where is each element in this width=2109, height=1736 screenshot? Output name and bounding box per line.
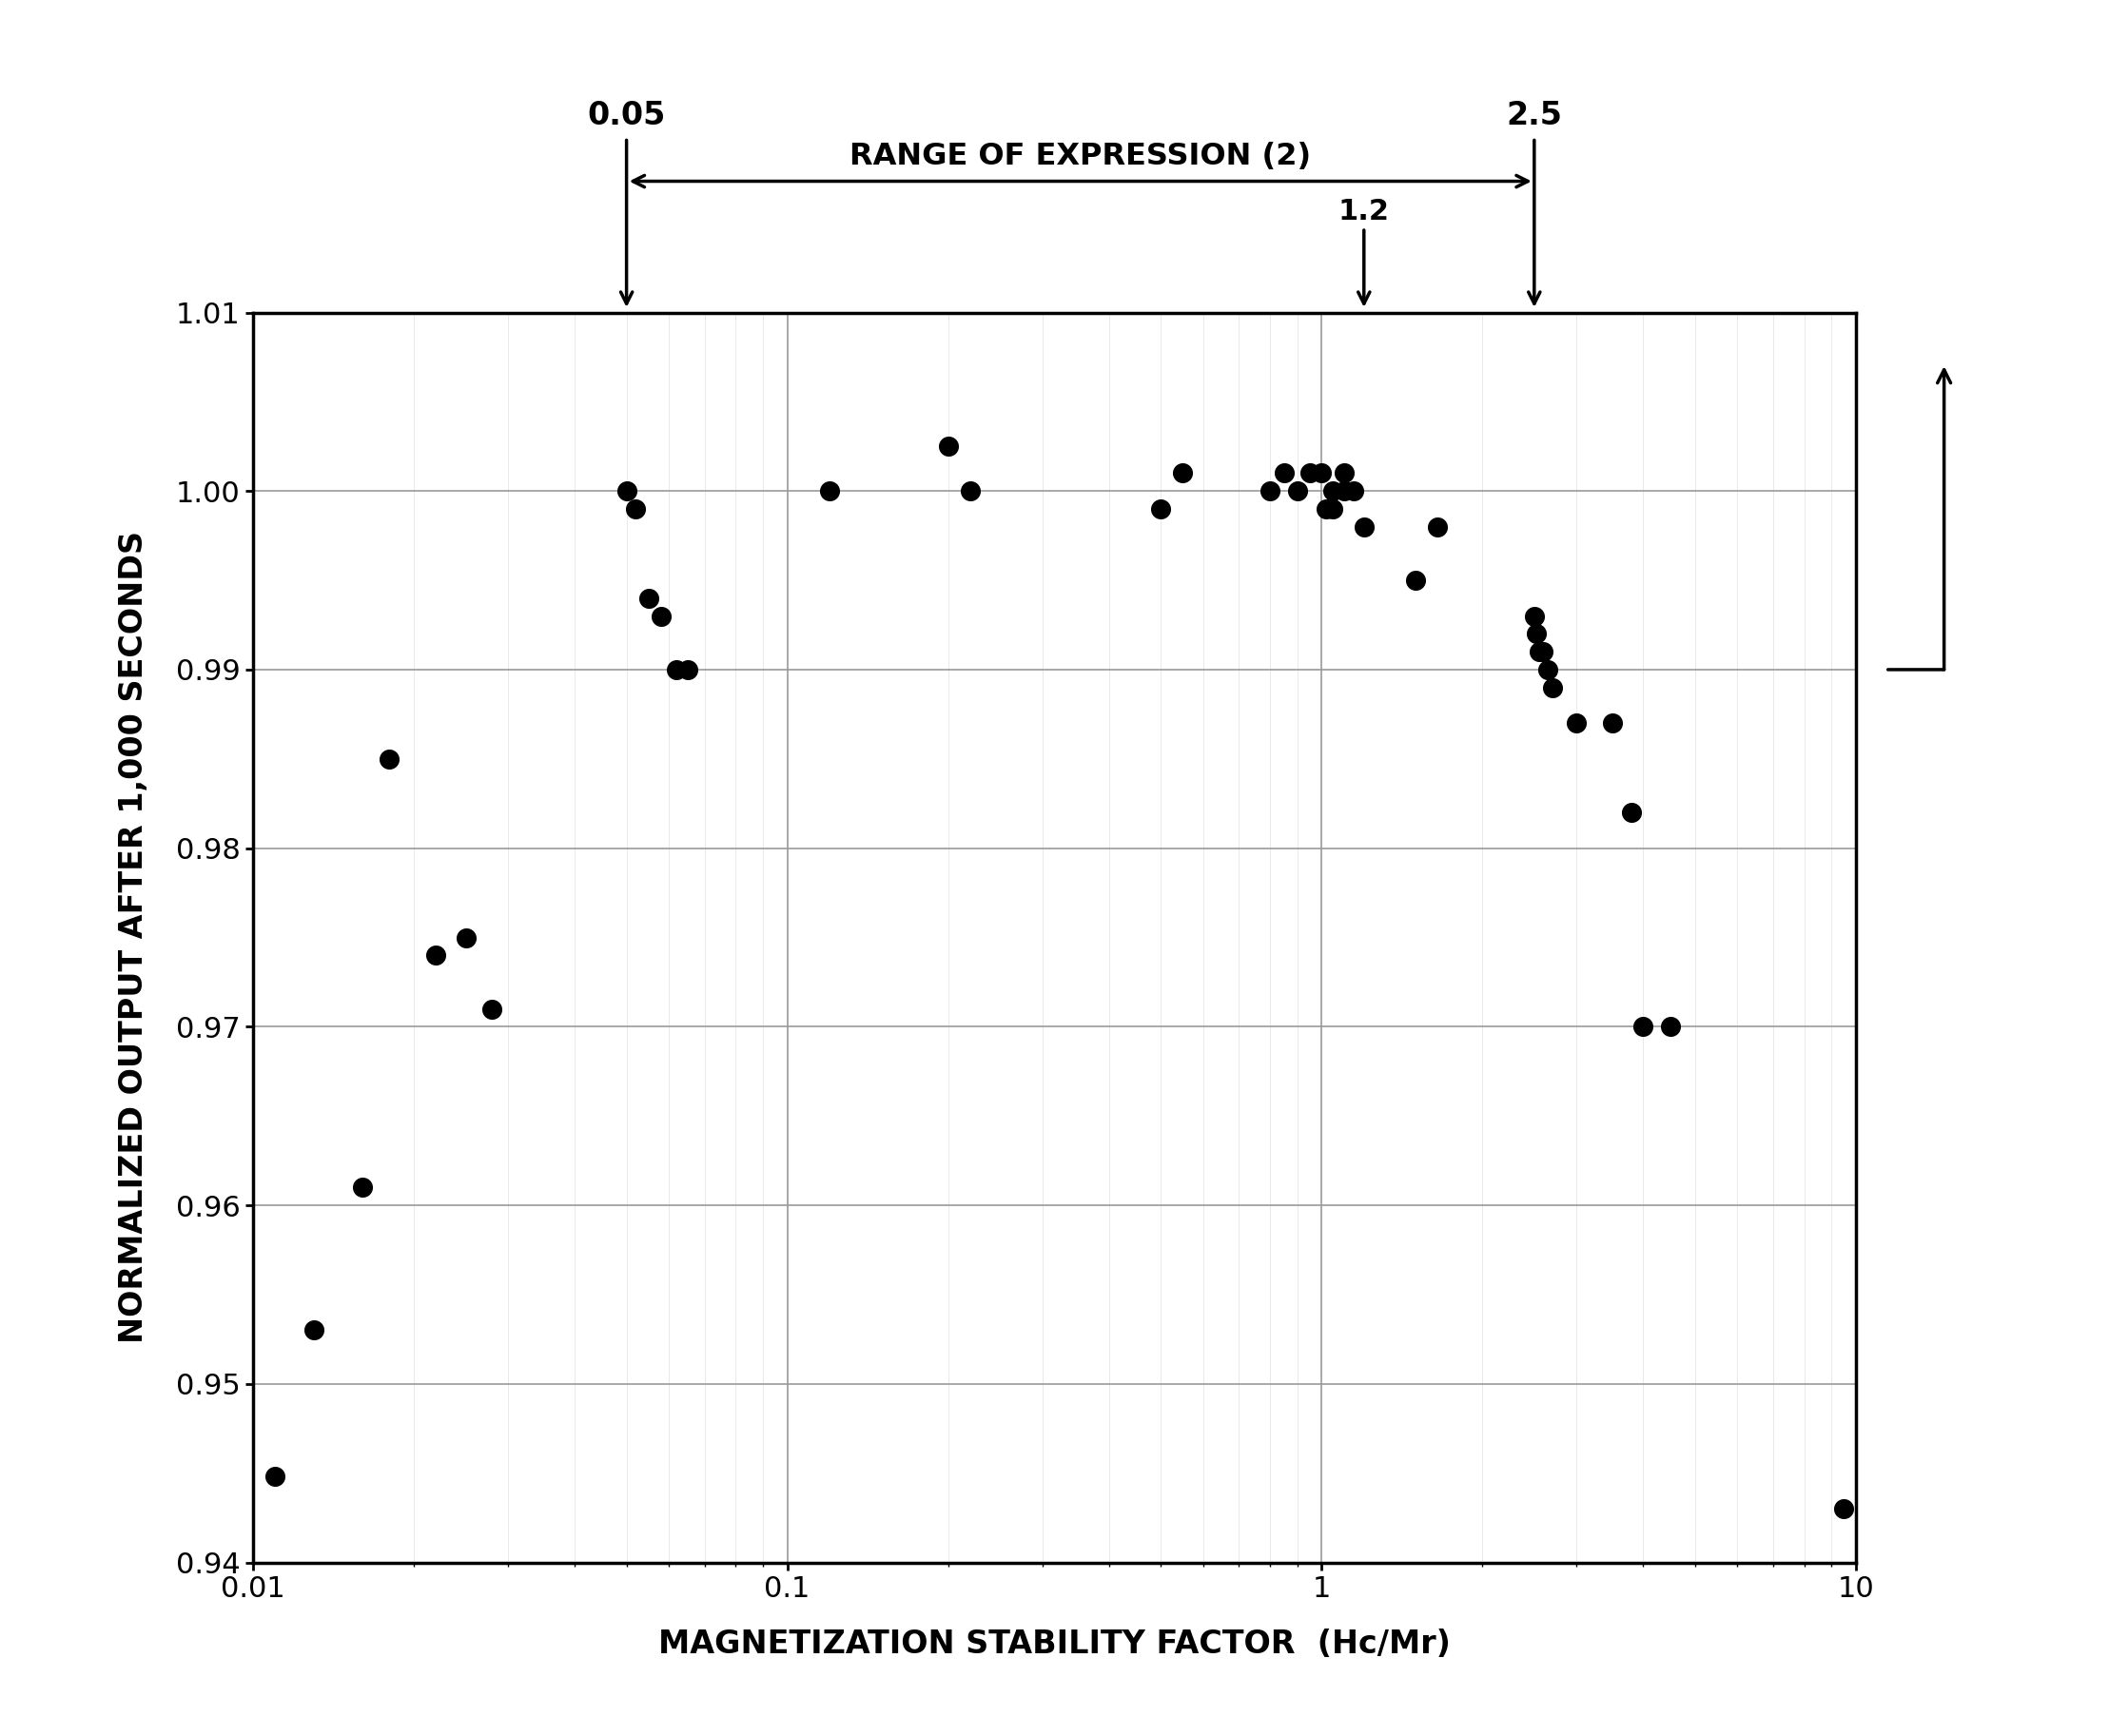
Point <box>1535 674 1569 701</box>
Point <box>1531 656 1565 684</box>
Point <box>420 941 453 969</box>
Point <box>932 432 966 460</box>
Point <box>1316 495 1350 523</box>
Point <box>618 495 652 523</box>
Point <box>1337 477 1371 505</box>
Point <box>643 602 677 630</box>
Point <box>1527 637 1561 665</box>
Point <box>449 924 483 951</box>
Point <box>660 656 694 684</box>
Point <box>610 477 643 505</box>
Point <box>1421 512 1455 540</box>
Point <box>1594 710 1628 738</box>
Point <box>1268 460 1301 488</box>
Point <box>1293 460 1327 488</box>
Point <box>1305 460 1339 488</box>
Point <box>1523 637 1556 665</box>
Point <box>1280 477 1314 505</box>
Point <box>373 745 407 773</box>
Point <box>1327 460 1360 488</box>
Point <box>812 477 846 505</box>
Text: RANGE OF EXPRESSION (2): RANGE OF EXPRESSION (2) <box>850 142 1312 172</box>
X-axis label: MAGNETIZATION STABILITY FACTOR  (Hc/Mr): MAGNETIZATION STABILITY FACTOR (Hc/Mr) <box>658 1628 1451 1660</box>
Point <box>297 1316 331 1344</box>
Text: 0.05: 0.05 <box>586 101 666 132</box>
Point <box>1826 1495 1860 1522</box>
Point <box>1561 710 1594 738</box>
Point <box>953 477 987 505</box>
Point <box>1626 1012 1660 1040</box>
Point <box>1310 495 1343 523</box>
Point <box>633 585 666 613</box>
Point <box>1253 477 1286 505</box>
Point <box>346 1174 380 1201</box>
Point <box>1316 477 1350 505</box>
Point <box>1518 620 1552 648</box>
Point <box>1398 566 1432 594</box>
Text: 1.2: 1.2 <box>1339 198 1390 226</box>
Y-axis label: NORMALIZED OUTPUT AFTER 1,000 SECONDS: NORMALIZED OUTPUT AFTER 1,000 SECONDS <box>118 531 150 1344</box>
Point <box>257 1463 291 1491</box>
Text: 2.5: 2.5 <box>1506 101 1563 132</box>
Point <box>1615 799 1649 826</box>
Point <box>1327 477 1360 505</box>
Point <box>1166 460 1200 488</box>
Point <box>671 656 704 684</box>
Point <box>1143 495 1177 523</box>
Point <box>1516 602 1550 630</box>
Point <box>1348 512 1381 540</box>
Point <box>475 995 508 1023</box>
Point <box>1653 1012 1687 1040</box>
